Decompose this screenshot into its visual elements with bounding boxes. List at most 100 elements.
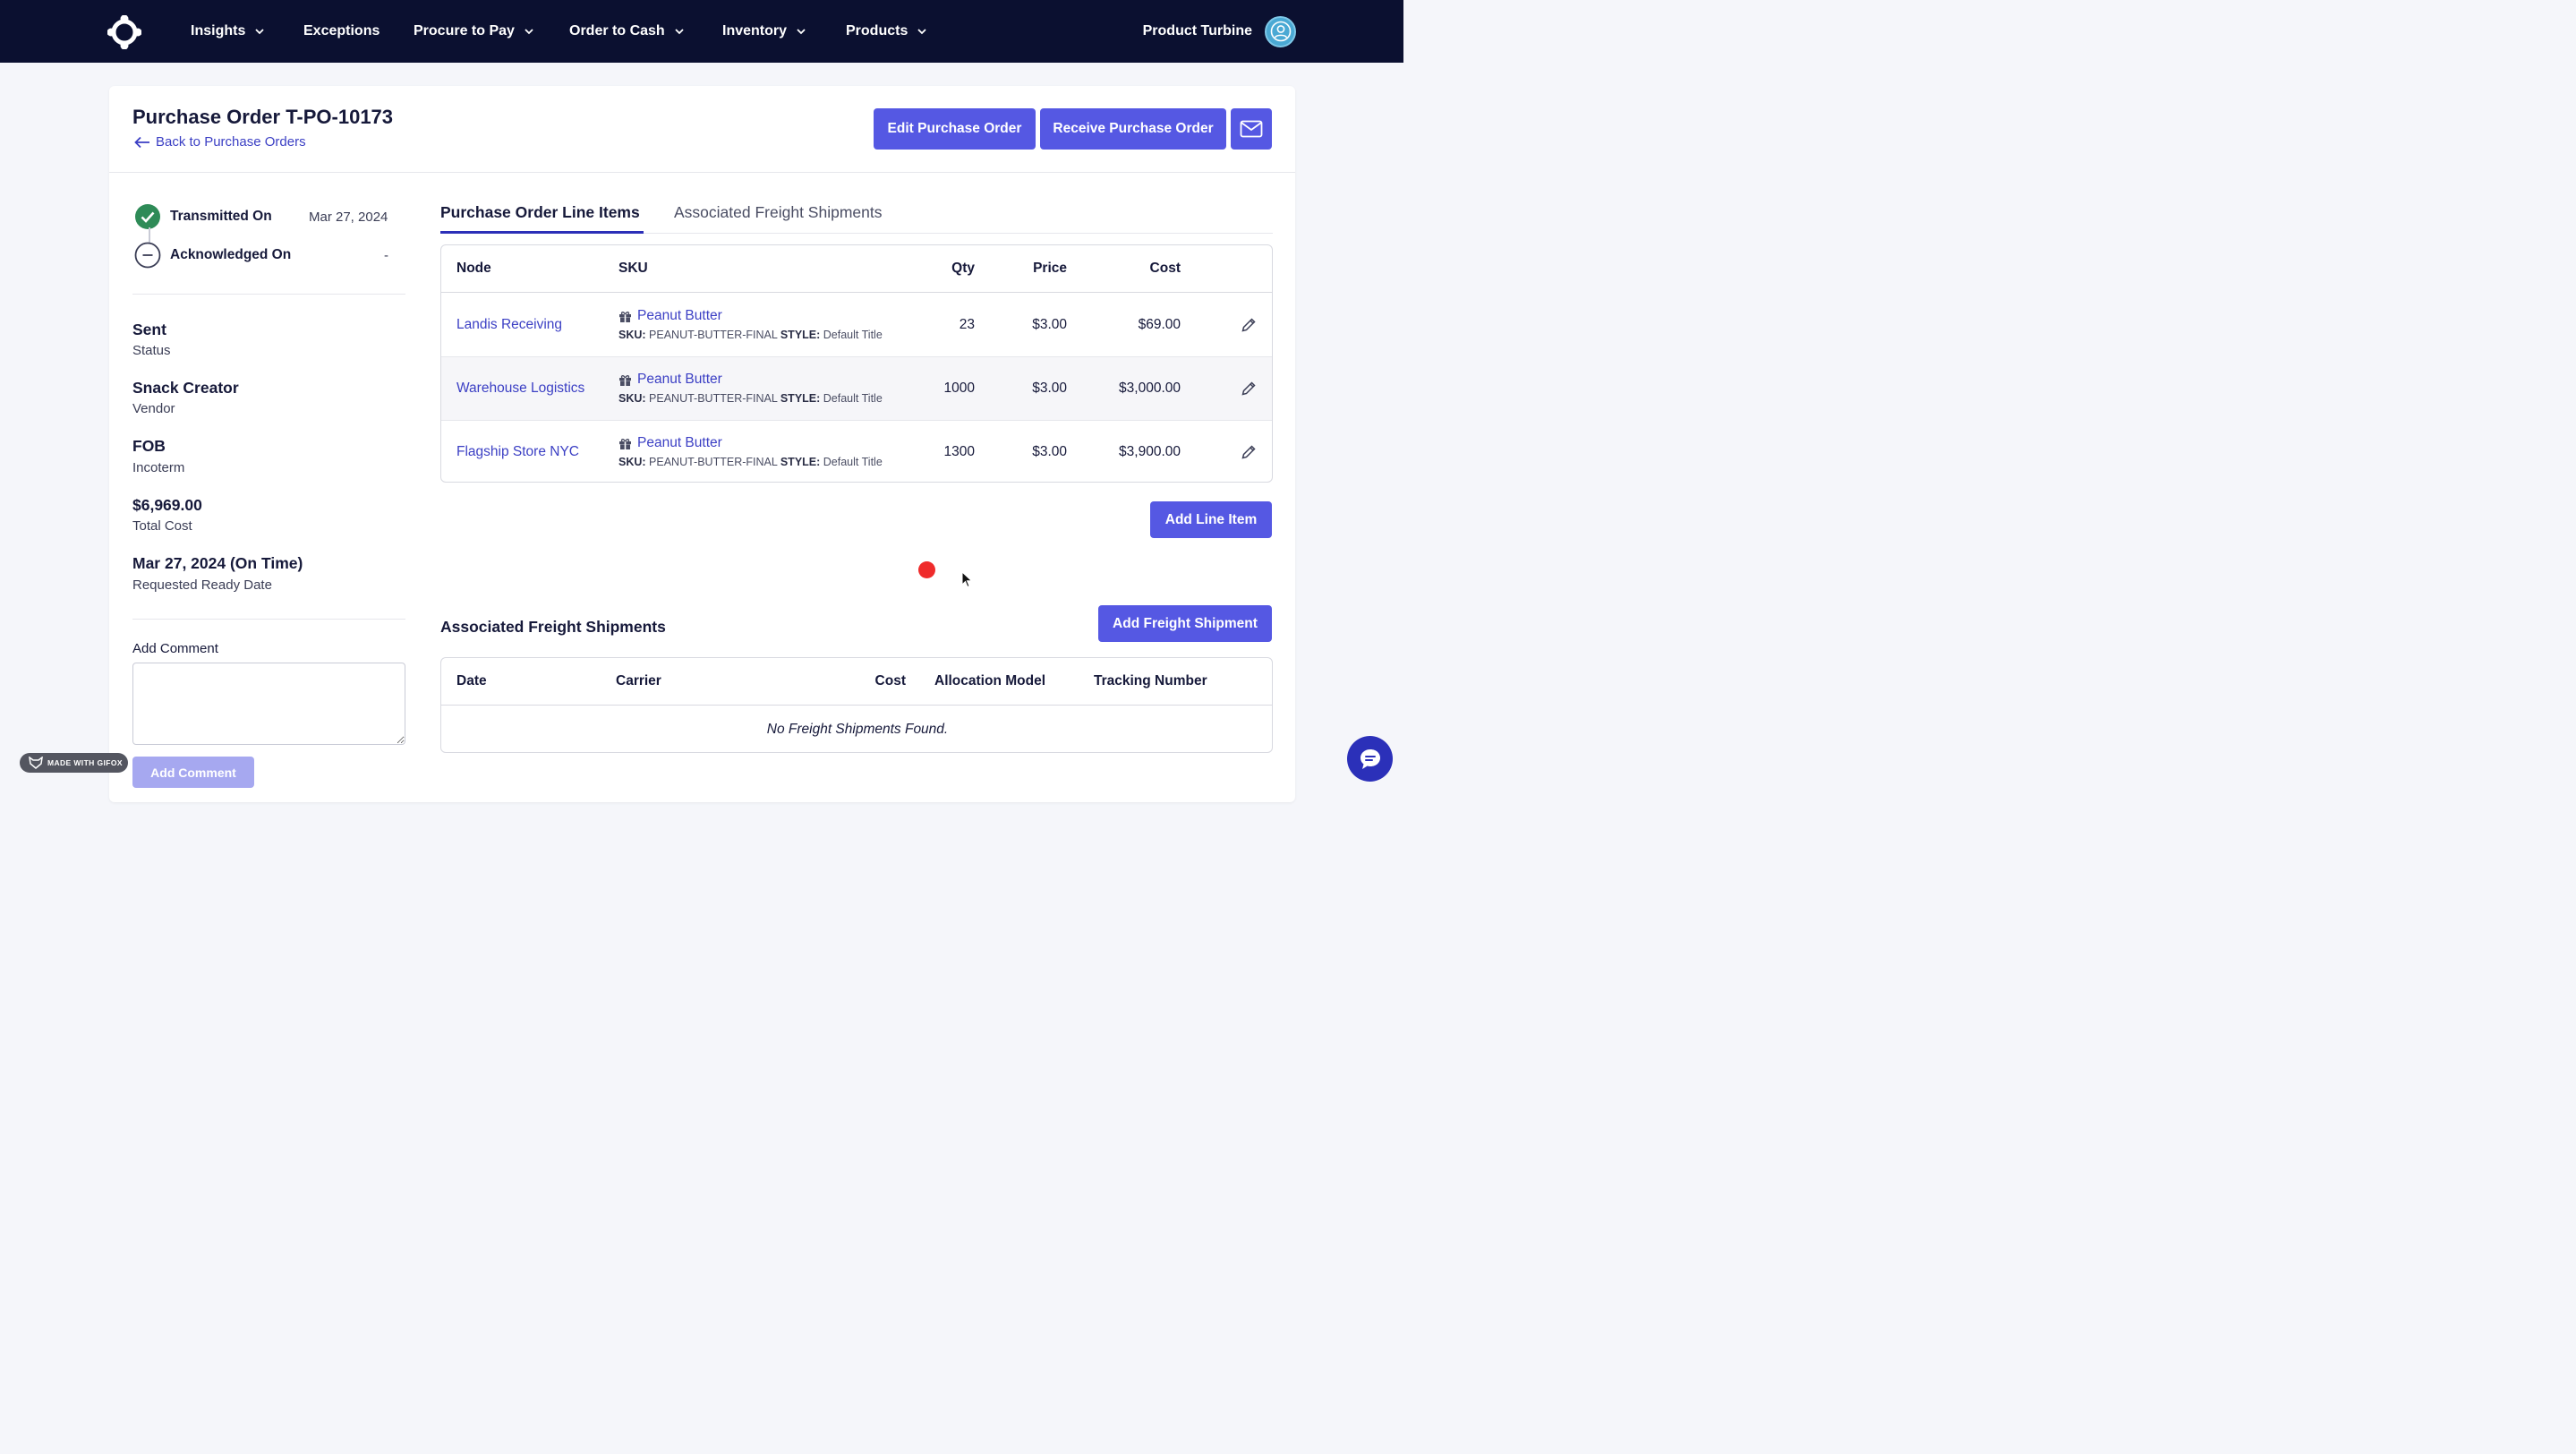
- transmitted-label: Transmitted On: [170, 209, 272, 224]
- nav-order-to-cash[interactable]: Order to Cash: [569, 0, 685, 63]
- node-link[interactable]: Warehouse Logistics: [456, 381, 585, 396]
- nav-products[interactable]: Products: [846, 0, 927, 63]
- email-button[interactable]: [1231, 108, 1272, 150]
- col-carrier: Carrier: [616, 673, 661, 689]
- vendor-value: Snack Creator: [132, 379, 239, 397]
- tab-line-items[interactable]: Purchase Order Line Items: [440, 203, 640, 221]
- user-name: Product Turbine: [1142, 23, 1252, 38]
- check-circle-icon: [135, 204, 160, 229]
- sku-details: SKU: PEANUT-BUTTER-FINAL STYLE: Default …: [618, 329, 883, 341]
- tab-active-indicator: [440, 231, 644, 234]
- add-comment-label: Add Comment: [132, 641, 218, 656]
- table-row: Warehouse Logistics Peanut Butter SKU: P…: [441, 357, 1272, 421]
- chevron-down-icon: [255, 29, 264, 35]
- user-avatar-icon[interactable]: [1265, 15, 1296, 47]
- product-link[interactable]: Peanut Butter: [618, 372, 722, 388]
- nav-procure-to-pay[interactable]: Procure to Pay: [414, 0, 534, 63]
- table-header: Node SKU Qty Price Cost: [441, 245, 1272, 293]
- incoterm-value: FOB: [132, 437, 166, 455]
- transmitted-date: Mar 27, 2024: [309, 209, 388, 225]
- nav-insights[interactable]: Insights: [191, 0, 265, 63]
- card-header: Purchase Order T-PO-10173 Back to Purcha…: [109, 86, 1295, 173]
- col-node: Node: [456, 261, 491, 276]
- edit-purchase-order-button[interactable]: Edit Purchase Order: [874, 108, 1036, 150]
- requested-ready-date-key: Requested Ready Date: [132, 577, 272, 593]
- receive-purchase-order-button[interactable]: Receive Purchase Order: [1040, 108, 1226, 150]
- price-value: $3.00: [1032, 381, 1067, 396]
- qty-value: 1300: [943, 444, 975, 459]
- tab-freight-shipments[interactable]: Associated Freight Shipments: [674, 203, 883, 221]
- table-row: Landis Receiving Peanut Butter SKU: PEAN…: [441, 294, 1272, 357]
- chevron-down-icon: [675, 29, 684, 35]
- timeline-transmitted: Transmitted On Mar 27, 2024: [134, 203, 388, 230]
- add-comment-button[interactable]: Add Comment: [132, 757, 254, 788]
- nav-exceptions[interactable]: Exceptions: [303, 23, 380, 38]
- col-price: Price: [1033, 261, 1067, 276]
- cost-value: $69.00: [1138, 317, 1181, 332]
- divider: [132, 619, 405, 620]
- fox-logo-icon: [29, 757, 43, 769]
- price-value: $3.00: [1032, 444, 1067, 459]
- freight-table: Date Carrier Cost Allocation Model Track…: [440, 657, 1273, 753]
- col-sku: SKU: [618, 261, 648, 276]
- gift-icon: [619, 438, 631, 449]
- col-tracking-number: Tracking Number: [1094, 673, 1207, 689]
- product-link[interactable]: Peanut Butter: [618, 435, 722, 451]
- purchase-order-card: Purchase Order T-PO-10173 Back to Purcha…: [109, 86, 1295, 802]
- col-qty: Qty: [951, 261, 975, 276]
- acknowledged-label: Acknowledged On: [170, 247, 292, 262]
- sku-details: SKU: PEANUT-BUTTER-FINAL STYLE: Default …: [618, 456, 883, 468]
- minus-circle-icon: [134, 242, 161, 269]
- click-indicator: [918, 561, 935, 578]
- gifox-badge: MADE WITH GIFOX: [20, 753, 128, 773]
- add-line-item-button[interactable]: Add Line Item: [1150, 501, 1272, 538]
- comment-textarea[interactable]: [132, 663, 405, 745]
- qty-value: 23: [959, 317, 975, 332]
- top-nav: Insights Exceptions Procure to Pay Order…: [0, 0, 1403, 63]
- col-date: Date: [456, 673, 487, 689]
- acknowledged-date: -: [384, 247, 388, 263]
- sku-details: SKU: PEANUT-BUTTER-FINAL STYLE: Default …: [618, 392, 883, 405]
- total-cost-value: $6,969.00: [132, 496, 202, 514]
- page-title: Purchase Order T-PO-10173: [132, 106, 394, 128]
- requested-ready-date-value: Mar 27, 2024 (On Time): [132, 554, 303, 572]
- user-menu[interactable]: Product Turbine: [1143, 0, 1296, 63]
- col-cost: Cost: [1149, 261, 1181, 276]
- vendor-key: Vendor: [132, 401, 175, 416]
- incoterm-key: Incoterm: [132, 460, 185, 475]
- node-link[interactable]: Flagship Store NYC: [456, 444, 579, 459]
- divider: [132, 294, 405, 295]
- pencil-icon[interactable]: [1241, 381, 1257, 397]
- empty-state-message: No Freight Shipments Found.: [766, 721, 949, 737]
- gift-icon: [619, 374, 631, 386]
- cost-value: $3,900.00: [1119, 444, 1181, 459]
- tab-rule: [440, 233, 1273, 234]
- status-key: Status: [132, 343, 171, 358]
- pencil-icon[interactable]: [1241, 317, 1257, 333]
- back-to-purchase-orders-link[interactable]: Back to Purchase Orders: [134, 134, 306, 150]
- cost-value: $3,000.00: [1119, 381, 1181, 396]
- col-allocation-model: Allocation Model: [934, 673, 1045, 689]
- mouse-cursor-icon: [961, 571, 973, 588]
- node-link[interactable]: Landis Receiving: [456, 317, 563, 332]
- line-items-table: Node SKU Qty Price Cost Landis Receiving…: [440, 244, 1273, 483]
- chevron-down-icon: [525, 29, 533, 35]
- chat-button[interactable]: [1347, 736, 1393, 782]
- add-freight-shipment-button[interactable]: Add Freight Shipment: [1098, 605, 1272, 642]
- arrow-left-icon: [134, 136, 149, 148]
- chat-bubble-icon: [1360, 748, 1380, 769]
- status-value: Sent: [132, 321, 166, 338]
- table-header: Date Carrier Cost Allocation Model Track…: [441, 658, 1272, 706]
- turbine-logo-icon[interactable]: [107, 14, 142, 50]
- nav-inventory[interactable]: Inventory: [722, 0, 806, 63]
- timeline-acknowledged: Acknowledged On -: [134, 242, 388, 269]
- pencil-icon[interactable]: [1241, 444, 1257, 460]
- total-cost-key: Total Cost: [132, 518, 192, 534]
- timeline-connector: [149, 227, 150, 244]
- price-value: $3.00: [1032, 317, 1067, 332]
- chevron-down-icon: [917, 29, 926, 35]
- table-row: Flagship Store NYC Peanut Butter SKU: PE…: [441, 421, 1272, 482]
- product-link[interactable]: Peanut Butter: [618, 308, 722, 324]
- chevron-down-icon: [797, 29, 806, 35]
- envelope-icon: [1240, 120, 1263, 138]
